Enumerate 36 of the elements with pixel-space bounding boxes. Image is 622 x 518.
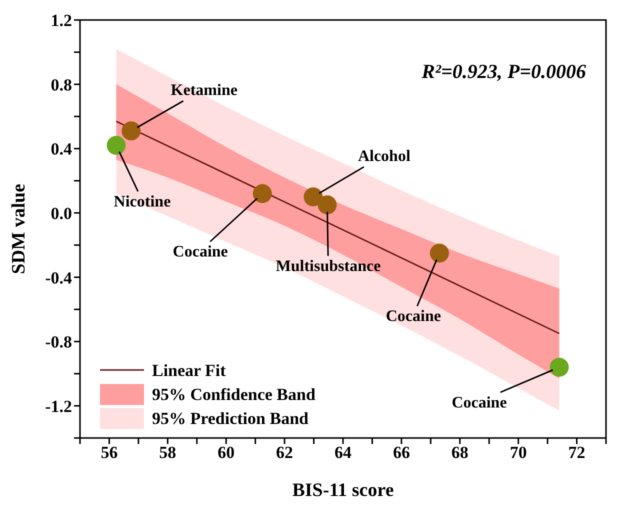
- y-tick-label: 1.2: [50, 11, 72, 30]
- point: [252, 184, 272, 204]
- y-tick-label: 0.4: [50, 140, 72, 159]
- legend-label: Linear Fit: [152, 361, 226, 380]
- point: [122, 121, 141, 140]
- x-tick-label: 68: [451, 443, 468, 462]
- point: [106, 136, 126, 155]
- y-axis-title: SDM value: [8, 184, 30, 274]
- point: [430, 244, 449, 263]
- x-axis-title: BIS-11 score: [292, 480, 394, 501]
- point: [550, 358, 569, 377]
- annotation: Cocaine: [452, 394, 507, 412]
- annotation: Multisubstance: [276, 258, 381, 275]
- y-tick-label: 0.8: [50, 75, 72, 94]
- annotation: Ketamine: [170, 82, 238, 99]
- y-tick-label: -0.4: [45, 268, 72, 288]
- x-tick-label: 62: [276, 443, 294, 462]
- point: [318, 195, 337, 214]
- x-tick-label: 64: [334, 443, 352, 462]
- x-tick-label: 58: [159, 443, 176, 462]
- x-tick-label: 66: [392, 443, 410, 462]
- y-tick-label: -0.8: [45, 332, 72, 352]
- annotation: Nicotine: [114, 193, 171, 210]
- x-tick-label: 72: [568, 443, 586, 462]
- annotation: Cocaine: [386, 308, 441, 326]
- point: [304, 187, 323, 206]
- y-tick-label: 0.0: [50, 204, 72, 223]
- annotation: Alcohol: [358, 148, 411, 165]
- legend-label: 95% Prediction Band: [152, 409, 310, 428]
- y-tick-label: -1.2: [45, 396, 72, 416]
- annotation: R²=0.923, P=0.0006: [420, 61, 586, 83]
- x-tick-label: 56: [100, 443, 118, 462]
- annotation: Cocaine: [172, 244, 228, 261]
- x-tick-label: 60: [218, 443, 235, 462]
- legend-label: 95% Confidence Band: [152, 385, 316, 404]
- x-tick-label: 70: [510, 443, 527, 462]
